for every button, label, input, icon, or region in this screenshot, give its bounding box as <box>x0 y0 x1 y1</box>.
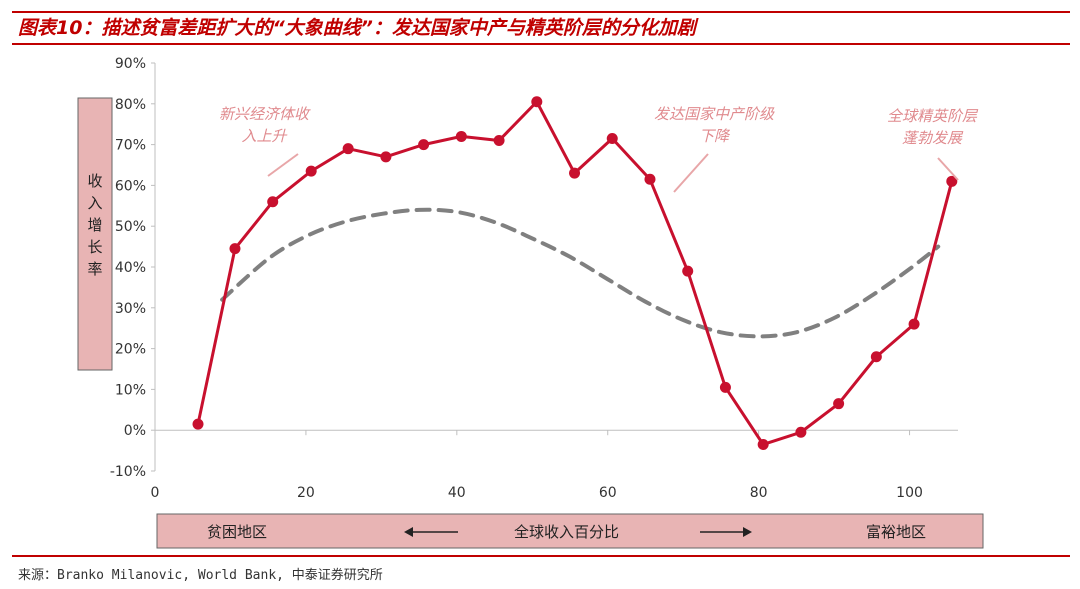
data-point <box>229 243 241 255</box>
data-point <box>455 130 467 142</box>
data-point <box>719 381 731 393</box>
x-tick-label: 40 <box>448 485 466 501</box>
data-point <box>569 167 581 179</box>
data-point <box>342 143 354 155</box>
data-point <box>757 438 769 450</box>
data-point <box>946 175 958 187</box>
right-arrow <box>700 527 752 537</box>
annotation-text: 新兴经济体收 <box>219 105 311 123</box>
source-note: 来源：Branko Milanovic, World Bank, 中泰证券研究所 <box>18 567 383 583</box>
y-axis-label-char: 收 <box>87 172 102 190</box>
y-tick-label: 40% <box>115 260 146 276</box>
axes: -10% 0% 10% 20% 30% 40% 50% 60% 70% 80% 90% 0 20 40 60… <box>110 56 958 501</box>
data-point <box>380 151 392 163</box>
y-tick-label: 0% <box>124 423 146 439</box>
x-tick-label: 0 <box>151 485 160 501</box>
y-tick-label: 30% <box>115 301 146 317</box>
y-axis-label-char: 增 <box>87 216 102 234</box>
data-point <box>531 96 543 108</box>
income-growth-points <box>192 96 958 450</box>
data-point <box>418 139 430 151</box>
y-tick-label: -10% <box>110 464 146 480</box>
data-point <box>644 173 656 185</box>
data-point <box>870 351 882 363</box>
annotation-text: 蓬勃发展 <box>902 129 964 147</box>
data-point <box>606 132 618 144</box>
x-tick-label: 20 <box>297 485 315 501</box>
y-axis-label-char: 长 <box>87 238 102 256</box>
trend-dashed-line <box>220 207 941 339</box>
band-center-label: 全球收入百分比 <box>514 523 619 541</box>
annotation-pointer-elite <box>937 157 959 181</box>
x-tick-label: 80 <box>750 485 768 501</box>
band-right-label: 富裕地区 <box>866 523 926 541</box>
annotation-text: 下降 <box>699 127 731 145</box>
data-point <box>305 165 317 177</box>
annotation-text: 全球精英阶层 <box>887 107 979 125</box>
y-axis-label-panel <box>77 97 113 371</box>
annotation-pointer-emerging <box>267 153 299 177</box>
y-tick-label: 50% <box>115 219 146 235</box>
band-left-label: 贫困地区 <box>207 523 267 541</box>
left-arrow <box>404 527 458 537</box>
y-tick-label: 80% <box>115 97 146 113</box>
y-tick-label: 20% <box>115 342 146 358</box>
data-point <box>833 398 845 410</box>
data-point <box>795 426 807 438</box>
y-tick-label: 60% <box>115 178 146 194</box>
y-axis-label-char: 率 <box>87 260 102 278</box>
data-point <box>267 196 279 208</box>
income-growth-line <box>196 99 954 447</box>
y-tick-label: 70% <box>115 138 146 154</box>
bottom-band <box>156 513 984 549</box>
data-point <box>908 318 920 330</box>
x-tick-label: 60 <box>599 485 617 501</box>
x-tick-label: 100 <box>896 485 923 501</box>
data-point <box>493 135 505 147</box>
annotation-text: 发达国家中产阶级 <box>654 105 775 123</box>
y-axis-label-char: 入 <box>87 194 102 212</box>
annotation-pointer-middle-class <box>673 153 709 193</box>
y-tick-label: 90% <box>115 56 146 72</box>
annotation-text: 入上升 <box>241 127 287 145</box>
y-tick-label: 10% <box>115 382 146 398</box>
data-point <box>192 418 204 430</box>
chart-title: 图表10：描述贫富差距扩大的“大象曲线”：发达国家中产与精英阶层的分化加剧 <box>18 17 699 39</box>
data-point <box>682 265 694 277</box>
